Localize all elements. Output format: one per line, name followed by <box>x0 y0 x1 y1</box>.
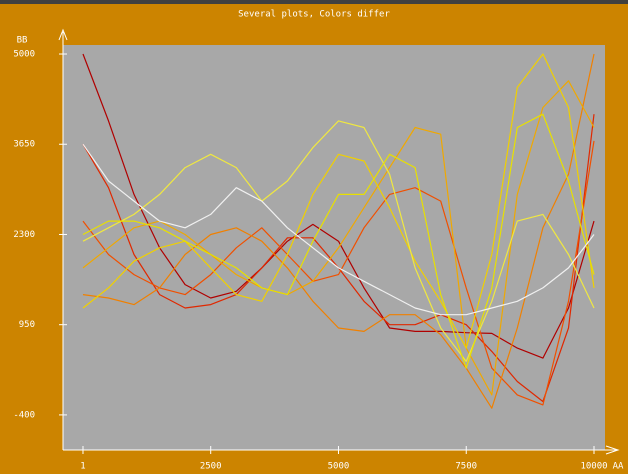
y-tick-label: 5000 <box>13 50 35 60</box>
x-tick-label: 5000 <box>328 462 350 472</box>
line-series <box>82 120 595 362</box>
x-axis-arrow <box>605 445 620 455</box>
line-series <box>82 53 595 359</box>
plot-area <box>63 45 605 450</box>
line-series <box>82 53 595 409</box>
x-axis-label: AA <box>613 462 624 472</box>
chart-title: Several plots, Colors differ <box>238 10 390 20</box>
y-tick-label: -400 <box>13 410 35 420</box>
y-tick-label: 950 <box>19 320 35 330</box>
y-tick-label: 3650 <box>13 140 35 150</box>
x-tick-label: 1 <box>80 462 85 472</box>
line-series <box>82 80 595 396</box>
line-series <box>82 113 595 369</box>
y-tick-label: 2300 <box>13 230 35 240</box>
y-axis-label: BB <box>17 36 28 46</box>
x-tick-label: 2500 <box>200 462 222 472</box>
x-tick-label: 10000 <box>580 462 607 472</box>
line-series <box>82 140 595 406</box>
top-strip <box>0 0 628 4</box>
x-tick-label: 7500 <box>455 462 477 472</box>
line-series <box>82 143 595 316</box>
y-axis-arrow <box>58 28 68 41</box>
line-series <box>82 53 595 349</box>
